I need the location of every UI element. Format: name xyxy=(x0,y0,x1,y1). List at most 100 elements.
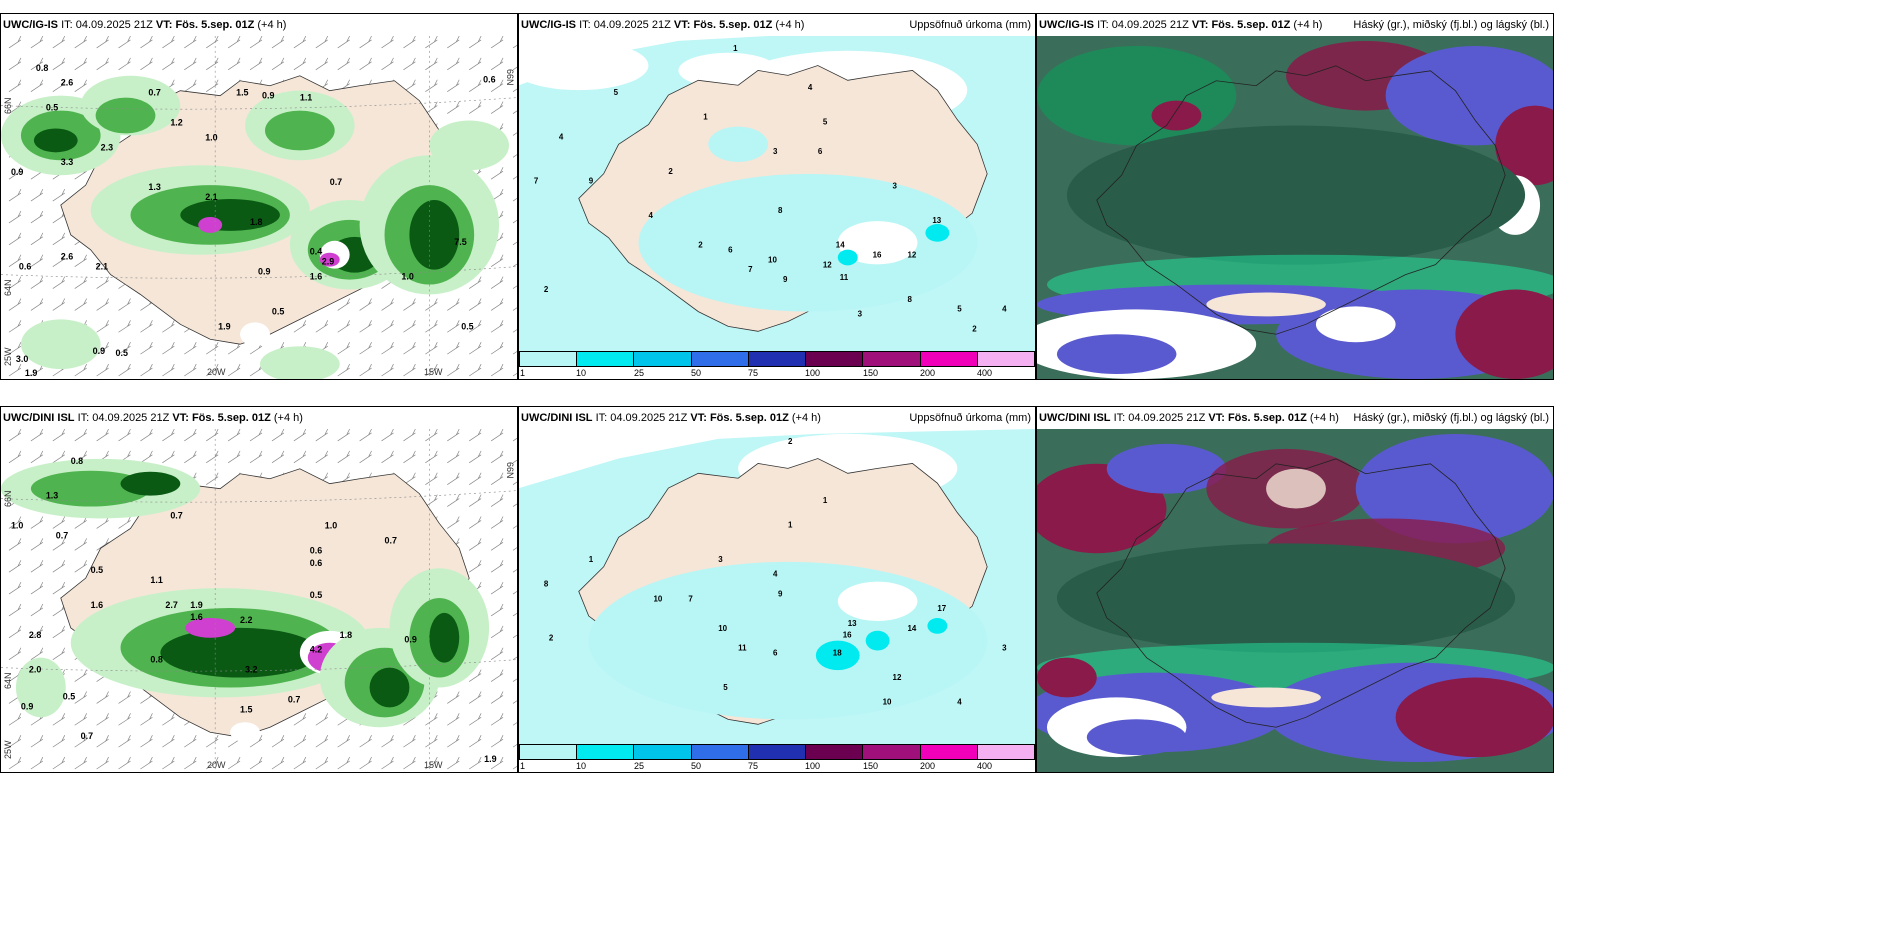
precip-value: 3.3 xyxy=(61,157,73,167)
precip-value: 0.9 xyxy=(11,167,23,177)
panel-title: Uppsöfnuð úrkoma (mm) xyxy=(909,19,1031,31)
wind-barb xyxy=(140,36,153,49)
accum-value: 6 xyxy=(728,246,733,255)
wind-barb xyxy=(8,167,22,180)
wind-barb xyxy=(118,691,131,704)
map-area[interactable] xyxy=(1037,429,1553,772)
panel-header: UWC/DINI ISL IT: 04.09.2025 21Z VT: Fös.… xyxy=(1,407,517,429)
colorbar-tick: 10 xyxy=(576,368,587,378)
precip-value: 1.2 xyxy=(170,117,182,127)
wind-barb xyxy=(162,320,175,333)
wind-barb xyxy=(512,481,517,485)
iceland-outline xyxy=(1096,65,1506,335)
wind-barb xyxy=(468,276,482,289)
precip-value: 1.1 xyxy=(150,575,162,585)
wind-barb xyxy=(337,735,350,748)
wind-barb xyxy=(118,713,131,726)
wind-barb xyxy=(227,363,241,377)
wind-barb xyxy=(8,210,22,224)
map-area[interactable] xyxy=(1037,36,1553,379)
colorbar-swatch xyxy=(806,352,864,366)
wind-barb xyxy=(8,756,22,770)
colorbar-swatch xyxy=(577,352,635,366)
vt-label: VT: xyxy=(1191,19,1209,31)
map-area[interactable]: 0.8 2.6 0.7 1.5 0.9 1.1 0.6 0.5 1.2 1.0 … xyxy=(1,36,517,379)
wind-barb xyxy=(30,538,44,551)
wind-barb xyxy=(293,450,307,464)
panel-header: UWC/IG-IS IT: 04.09.2025 21Z VT: Fös. 5.… xyxy=(519,14,1035,36)
vt-label: VT: xyxy=(172,412,189,424)
wind-barb xyxy=(74,298,87,311)
wind-barb xyxy=(249,735,263,748)
wind-barb xyxy=(512,612,517,617)
accum-value: 4 xyxy=(773,570,778,579)
wind-barb xyxy=(162,713,175,726)
wind-barb xyxy=(512,744,517,748)
wind-barb xyxy=(8,516,22,529)
wind-barb xyxy=(490,36,504,49)
vt-label: VT: xyxy=(1208,412,1225,424)
precip-value-labels: 0.8 2.6 0.7 1.5 0.9 1.1 0.6 0.5 1.2 1.0 … xyxy=(11,63,496,378)
wind-barb xyxy=(52,79,66,92)
wind-barb xyxy=(30,210,44,224)
wind-barb xyxy=(206,363,219,377)
accum-value: 11 xyxy=(738,644,747,653)
wind-barb xyxy=(490,647,504,660)
wind-barb xyxy=(381,429,394,442)
accum-value: 13 xyxy=(848,619,857,628)
wind-barb xyxy=(30,560,44,573)
wind-barb xyxy=(359,363,372,377)
colorbar-tick: 75 xyxy=(748,368,759,378)
precip-value: 0.9 xyxy=(404,635,416,645)
accum-value: 4 xyxy=(1002,305,1007,314)
colorbar: 1 10 25 50 75 100 150 200 400 xyxy=(519,351,1035,379)
wind-barb xyxy=(447,472,460,485)
wind-barb xyxy=(118,298,131,311)
wind-barb xyxy=(490,429,504,442)
accum-value: 1 xyxy=(703,113,708,122)
map-area[interactable]: 2 1 8 1 3 4 10 7 10 9 11 6 17 13 14 16 1… xyxy=(519,429,1035,744)
wind-barb xyxy=(359,320,372,333)
map-area[interactable]: 0.8 1.3 0.7 1.0 0.7 0.6 1.0 0.6 0.5 1.1 … xyxy=(1,429,517,772)
wind-barb xyxy=(403,342,416,355)
precip-value: 1.0 xyxy=(205,132,217,142)
wind-barb xyxy=(381,363,394,377)
wind-barb xyxy=(162,429,175,442)
wind-barb xyxy=(8,647,22,660)
wind-barb xyxy=(315,57,329,71)
wind-barb xyxy=(293,36,307,49)
accum-value: 2 xyxy=(972,324,977,333)
wind-barb xyxy=(315,36,329,49)
wind-barb xyxy=(468,450,482,464)
lon-label: 15W xyxy=(424,367,443,377)
panel-title: Háský (gr.), miðský (fj.bl.) og lágský (… xyxy=(1353,19,1549,31)
it-label: IT: xyxy=(595,412,608,424)
wind-barb xyxy=(381,320,394,333)
vt-value: Fös. 5.sep. 01Z xyxy=(709,412,789,424)
precip-value: 1.9 xyxy=(218,321,230,331)
wind-barb xyxy=(447,756,460,770)
panel-title: Háský (gr.), miðský (fj.bl.) og lágský (… xyxy=(1353,412,1549,424)
map-area[interactable]: 1 4 5 3 4 5 1 7 2 9 4 6 2 8 6 3 7 13 14 … xyxy=(519,36,1035,351)
wind-barb xyxy=(403,298,416,311)
wind-barb xyxy=(468,538,482,551)
colorbar-tick: 50 xyxy=(691,368,702,378)
wind-barb xyxy=(403,450,416,464)
wind-barb xyxy=(490,603,504,617)
wind-barb xyxy=(512,634,517,639)
wind-barb xyxy=(293,756,307,770)
lead-time: (+4 h) xyxy=(791,412,821,424)
accum-value: 17 xyxy=(937,604,946,613)
wind-barb xyxy=(490,735,504,748)
accum-value: 2 xyxy=(544,285,549,294)
wind-barb xyxy=(271,756,285,770)
wind-barb xyxy=(490,320,504,333)
wind-barb xyxy=(249,429,263,442)
wind-barb xyxy=(249,756,263,770)
panel-title: Uppsöfnuð úrkoma (mm) xyxy=(909,412,1031,424)
wind-barb xyxy=(512,503,517,507)
wind-barb xyxy=(425,429,438,442)
accum-value: 5 xyxy=(723,683,728,692)
precip-value: 3.0 xyxy=(16,354,28,364)
wind-barb xyxy=(315,735,329,748)
